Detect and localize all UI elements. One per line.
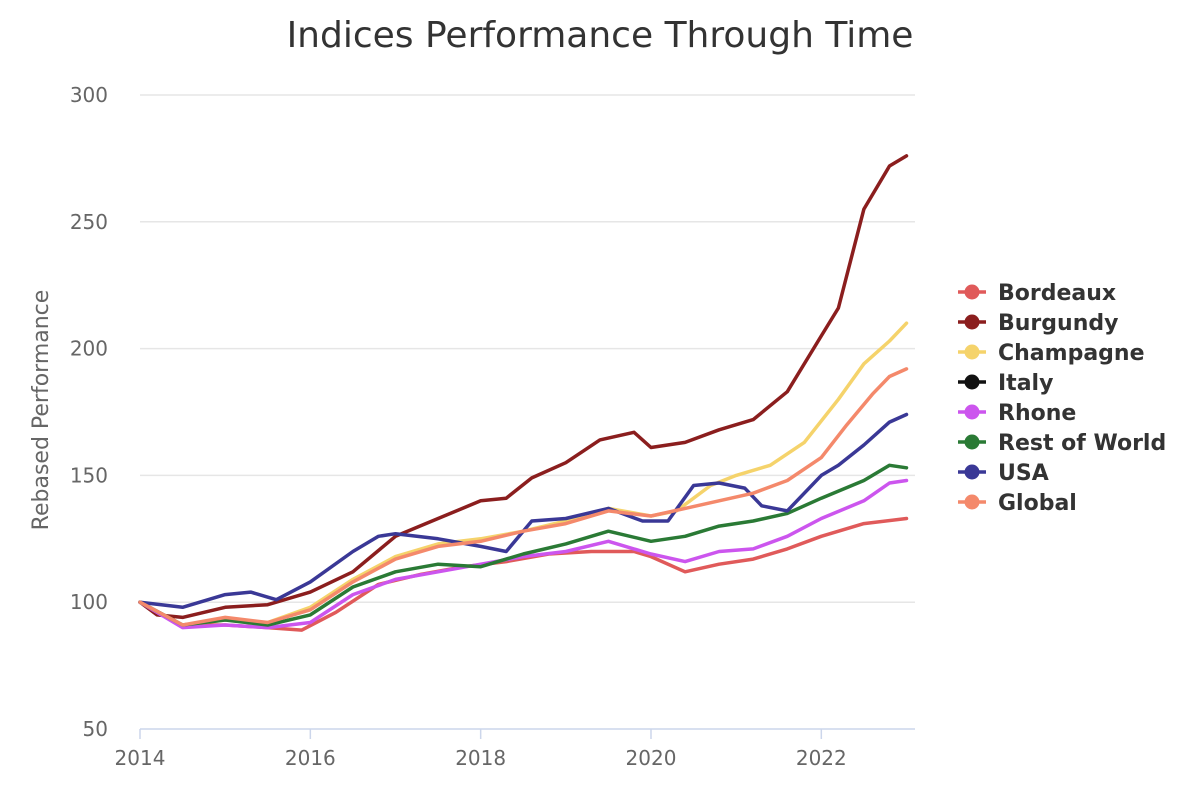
legend-item-global[interactable]: Global <box>958 491 1077 516</box>
legend-label: Burgundy <box>998 311 1118 336</box>
legend-swatch-marker <box>964 374 980 390</box>
legend-item-rest-of-world[interactable]: Rest of World <box>958 431 1166 456</box>
legend-swatch-marker <box>964 464 980 480</box>
legend-swatch-marker <box>964 404 980 420</box>
legend-label: Global <box>998 491 1077 516</box>
x-tick-label-2014: 2014 <box>115 746 166 770</box>
legend-swatch-marker <box>964 494 980 510</box>
legend-item-rhone[interactable]: Rhone <box>958 401 1076 426</box>
series-line-champagne <box>138 321 909 627</box>
legend-item-italy[interactable]: Italy <box>958 371 1053 396</box>
chart-title: Indices Performance Through Time <box>287 15 914 56</box>
series-line-usa <box>138 412 909 610</box>
y-axis-title: Rebased Performance <box>29 290 54 531</box>
legend-label: Rest of World <box>998 431 1166 456</box>
legend-swatch-marker <box>964 314 980 330</box>
y-tick-label-300: 300 <box>70 83 108 107</box>
legend: Bordeaux Burgundy Champagne Italy Rhone Rest … <box>958 281 1166 516</box>
legend-item-burgundy[interactable]: Burgundy <box>958 311 1118 336</box>
grid-lines <box>140 94 915 603</box>
series-lines <box>138 154 909 632</box>
legend-swatch-marker <box>964 434 980 450</box>
x-tick-label-2018: 2018 <box>455 746 506 770</box>
y-tick-label-150: 150 <box>70 463 108 487</box>
series-line-rest-of-world <box>138 463 909 627</box>
legend-item-bordeaux[interactable]: Bordeaux <box>958 281 1116 306</box>
series-line-burgundy <box>138 154 909 620</box>
legend-label: Bordeaux <box>998 281 1116 306</box>
legend-label: Italy <box>998 371 1053 396</box>
x-tick-label-2016: 2016 <box>285 746 336 770</box>
y-tick-label-200: 200 <box>70 337 108 361</box>
legend-swatch-marker <box>964 344 980 360</box>
x-tick-label-2022: 2022 <box>796 746 847 770</box>
legend-item-champagne[interactable]: Champagne <box>958 341 1145 366</box>
series-line-rhone <box>138 478 909 630</box>
legend-item-usa[interactable]: USA <box>958 461 1049 486</box>
y-tick-label-100: 100 <box>70 590 108 614</box>
axes: 50 100 150 200 250 300 2014 2016 2018 2020 2022 <box>70 83 915 770</box>
legend-label: Champagne <box>998 341 1145 366</box>
legend-swatch-marker <box>964 284 980 300</box>
legend-label: USA <box>998 461 1049 486</box>
y-tick-label-50: 50 <box>83 717 108 741</box>
y-tick-label-250: 250 <box>70 210 108 234</box>
series-line-global <box>138 367 909 627</box>
legend-label: Rhone <box>998 401 1076 426</box>
x-tick-label-2020: 2020 <box>626 746 677 770</box>
